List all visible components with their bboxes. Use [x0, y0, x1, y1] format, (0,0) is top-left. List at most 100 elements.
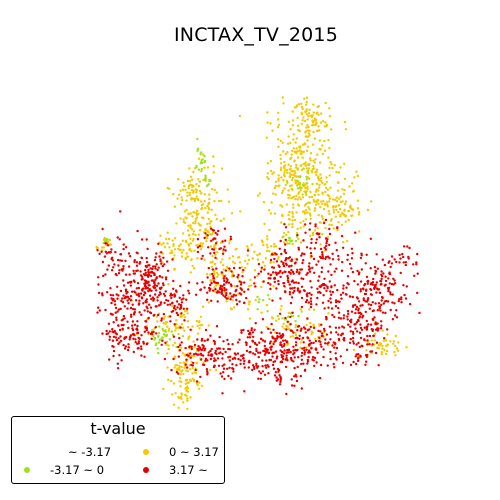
map-point [320, 334, 323, 338]
map-point [337, 254, 340, 258]
map-point [263, 222, 266, 226]
map-point [257, 351, 260, 354]
map-point [185, 379, 188, 382]
map-point [328, 227, 331, 231]
map-point [173, 295, 176, 298]
map-point [180, 346, 183, 350]
map-point [183, 366, 186, 370]
map-point [112, 349, 116, 353]
map-point [381, 329, 384, 332]
map-point [147, 268, 150, 272]
map-point [350, 257, 354, 260]
map-point [162, 333, 166, 336]
map-point [268, 342, 272, 345]
map-point [281, 189, 285, 192]
map-point [209, 283, 212, 287]
map-point [120, 323, 123, 327]
map-point [281, 345, 284, 348]
map-point [273, 280, 276, 284]
map-point [379, 309, 382, 312]
map-point [253, 282, 256, 285]
map-point [380, 303, 383, 306]
map-point [289, 315, 292, 319]
map-point [206, 276, 209, 279]
map-point [279, 349, 282, 352]
map-point [159, 292, 162, 296]
map-point [380, 299, 383, 302]
map-point [317, 213, 320, 217]
map-point [374, 323, 378, 326]
map-point [180, 312, 183, 315]
map-point [404, 263, 407, 267]
map-point [358, 211, 361, 214]
map-point [257, 301, 260, 304]
map-point [170, 330, 173, 333]
map-point [341, 260, 344, 264]
map-point [213, 262, 217, 266]
map-point [300, 277, 303, 280]
map-point [216, 233, 219, 236]
map-point [291, 314, 294, 317]
map-point [162, 283, 165, 287]
map-point [277, 256, 280, 259]
map-point [369, 323, 373, 326]
map-point [301, 156, 304, 159]
map-point [291, 176, 294, 180]
map-point [394, 334, 397, 338]
map-point [124, 345, 128, 348]
map-point [175, 327, 178, 330]
map-point [283, 250, 286, 253]
map-point [336, 300, 340, 303]
map-point [172, 306, 176, 310]
map-point [380, 324, 383, 327]
map-point [302, 259, 305, 262]
map-point [268, 327, 272, 331]
map-point [316, 296, 319, 300]
map-point [212, 277, 215, 280]
map-point [260, 285, 263, 289]
map-point [171, 258, 174, 261]
map-point [240, 266, 244, 269]
map-point [304, 327, 307, 330]
map-point [101, 294, 104, 297]
map-point [149, 271, 152, 274]
map-point [301, 252, 304, 255]
map-point [313, 117, 316, 120]
map-point [157, 294, 161, 297]
map-point [307, 132, 311, 135]
map-point [303, 142, 306, 145]
map-point [141, 277, 144, 281]
map-point [286, 142, 290, 145]
map-point [127, 346, 130, 349]
map-point [333, 270, 336, 273]
map-point [300, 122, 303, 126]
map-point [272, 285, 275, 288]
map-point [318, 275, 321, 278]
map-point [328, 197, 332, 200]
map-point [307, 125, 310, 129]
map-point [174, 289, 178, 292]
map-point [252, 335, 255, 339]
map-point [308, 262, 311, 265]
map-point [327, 312, 330, 315]
map-point [194, 293, 198, 296]
map-point [365, 319, 368, 323]
map-point [136, 324, 139, 328]
map-point [267, 372, 270, 375]
map-point [240, 354, 243, 357]
map-point [290, 357, 293, 360]
map-point [262, 200, 266, 204]
map-point [324, 202, 327, 205]
map-point [177, 372, 180, 375]
map-point [186, 179, 190, 183]
map-point [307, 201, 310, 204]
map-point [189, 271, 192, 274]
map-point [292, 173, 295, 177]
map-point [280, 353, 283, 357]
map-point [335, 204, 338, 208]
map-point [418, 311, 421, 315]
map-point [114, 250, 117, 254]
legend-title: t-value [90, 419, 146, 438]
map-point [348, 341, 352, 344]
map-point [263, 264, 266, 267]
